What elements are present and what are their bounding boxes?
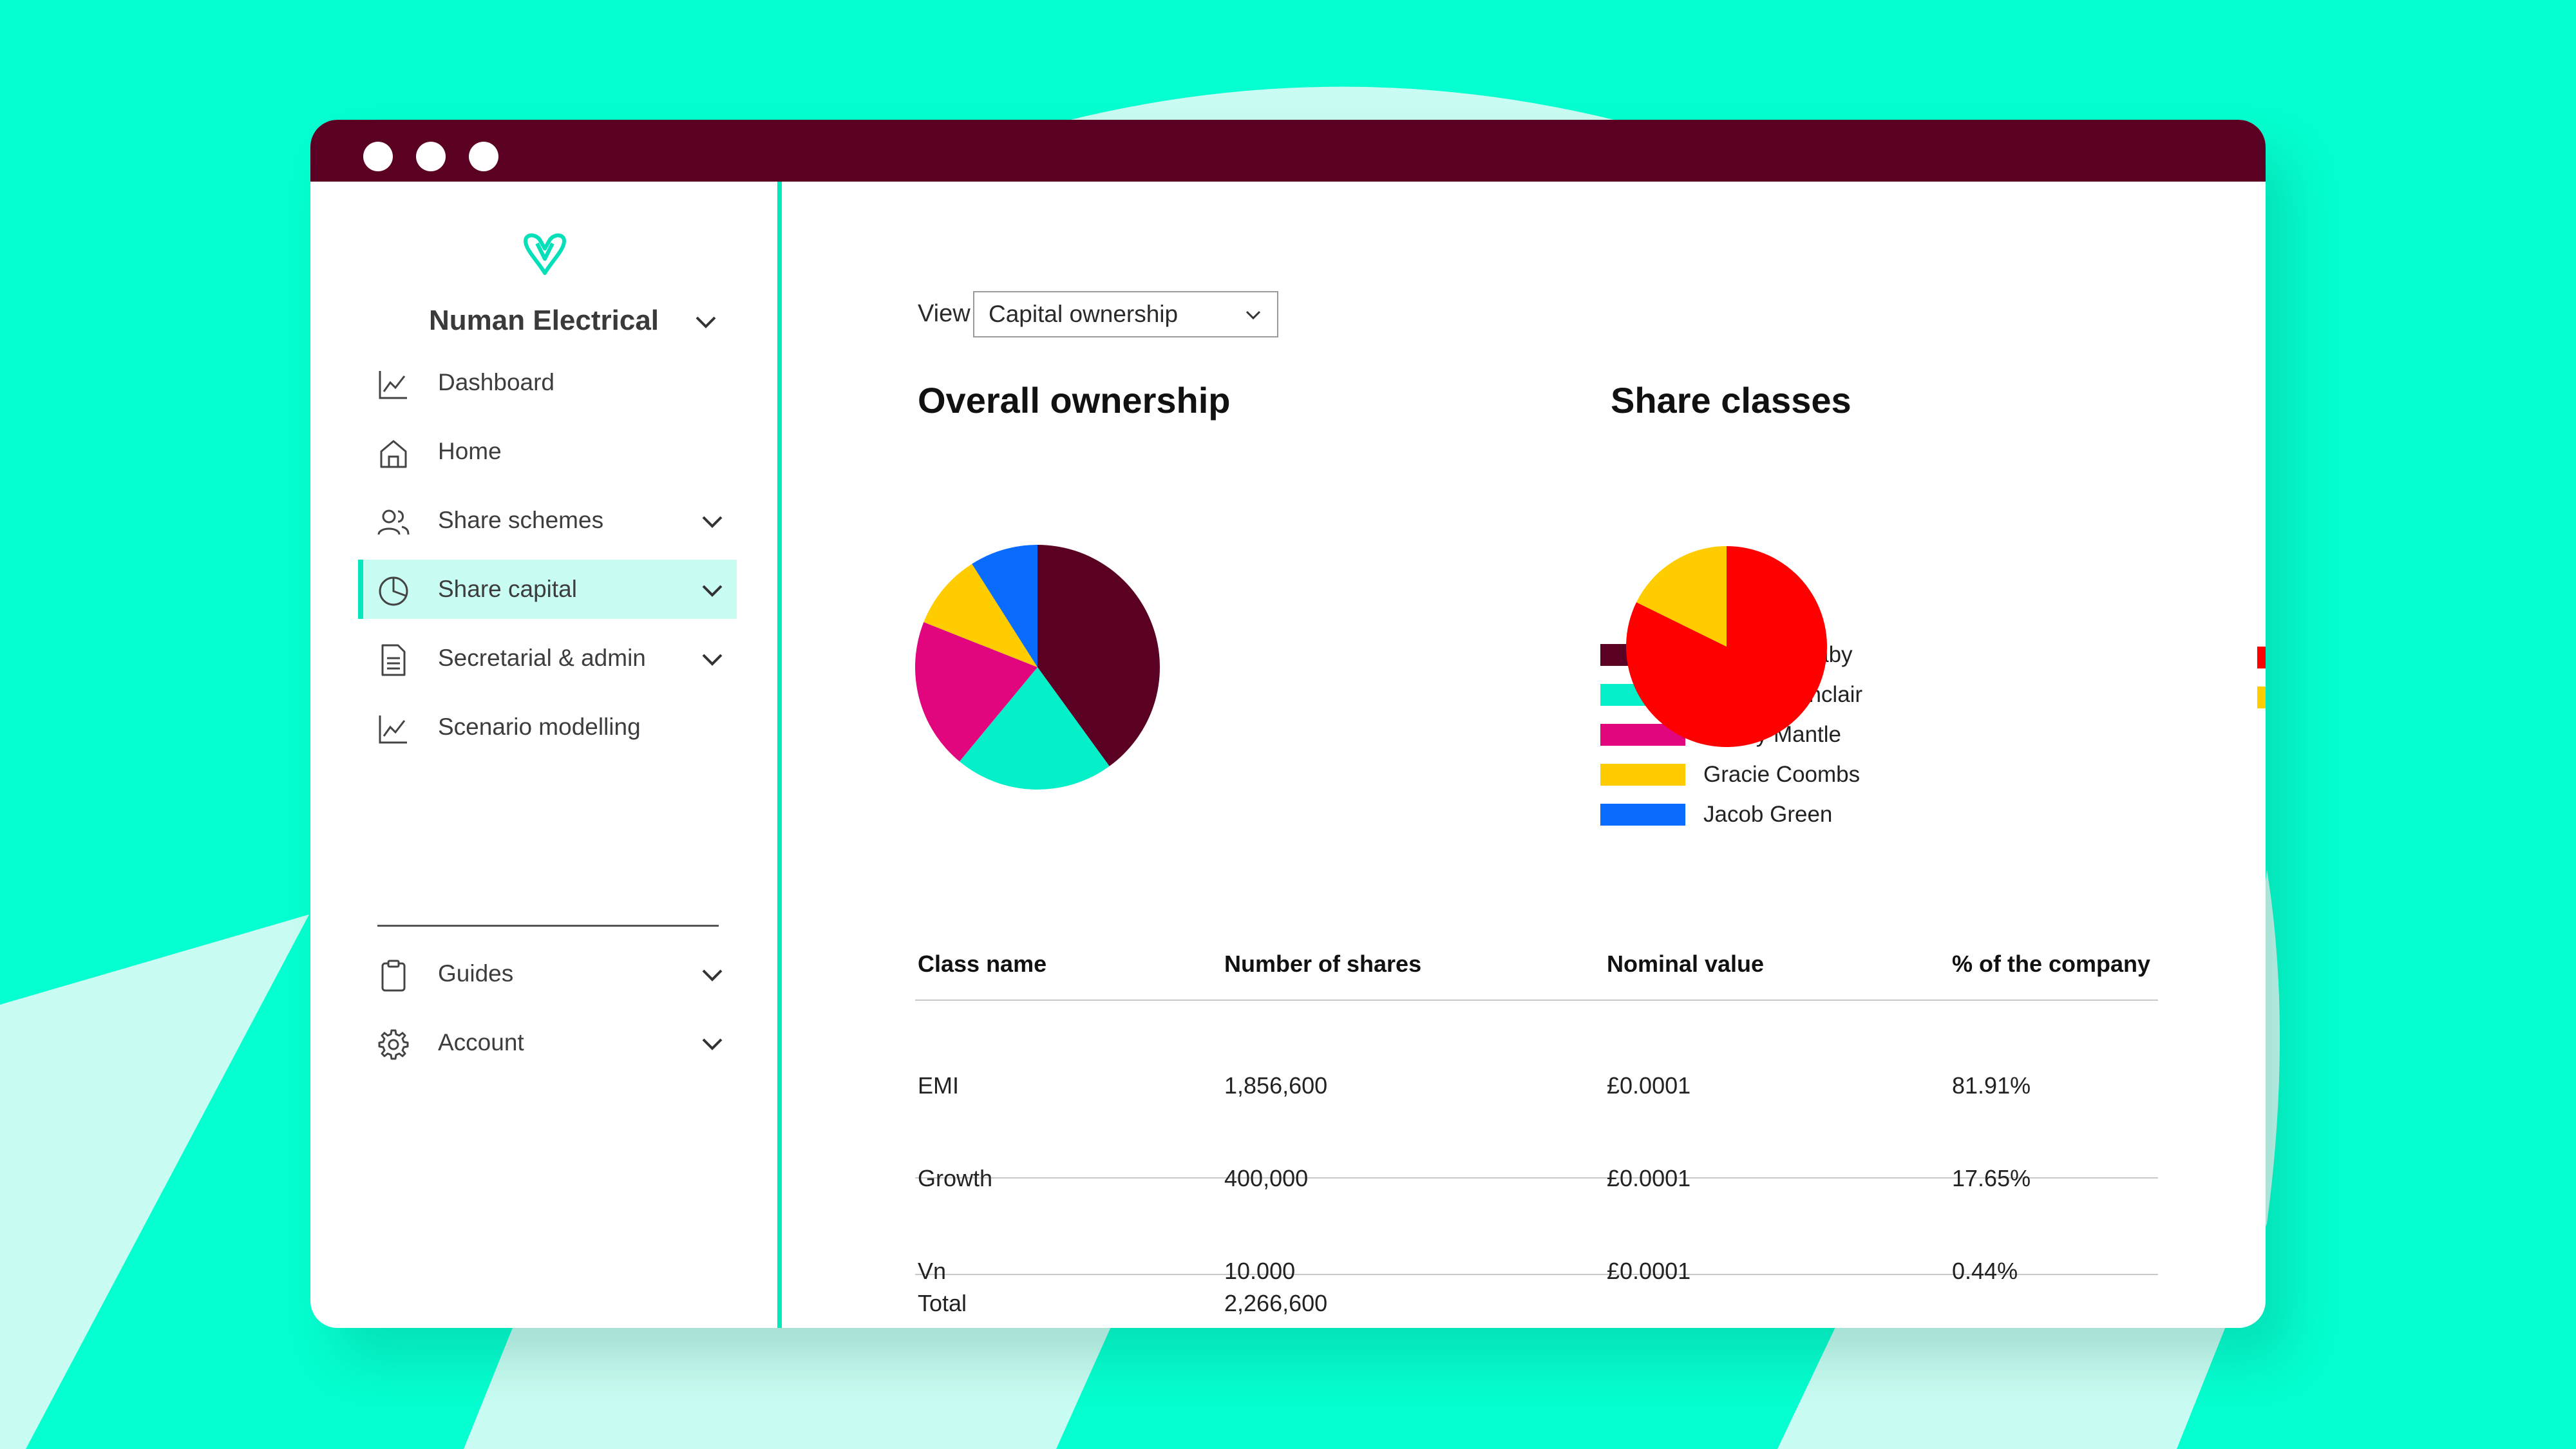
- pie-slice-hannah-sinclair[interactable]: [959, 667, 1110, 790]
- window-control-dot[interactable]: [469, 142, 498, 171]
- sidebar-divider: [377, 925, 719, 927]
- chevron-down-icon[interactable]: [693, 309, 719, 335]
- column-header[interactable]: Number of shares: [1224, 951, 1422, 977]
- sidebar-item-label: Guides: [438, 960, 514, 987]
- window-titlebar: [310, 120, 2266, 182]
- window-control-dot[interactable]: [363, 142, 393, 171]
- chevron-down-icon[interactable]: [699, 962, 725, 988]
- main-content: View Capital ownership Overall ownership…: [786, 182, 2266, 1328]
- company-name[interactable]: Numan Electrical: [429, 305, 659, 336]
- pie-slice-growth[interactable]: [1636, 546, 1727, 647]
- sidebar-item-dashboard[interactable]: Dashboard: [358, 353, 737, 412]
- clipboard-icon: [381, 960, 406, 992]
- users-icon: [377, 509, 410, 535]
- sidebar-item-label: Scenario modelling: [438, 714, 641, 740]
- view-label: View: [918, 300, 971, 327]
- share-classes-title: Share classes: [1611, 380, 1852, 421]
- view-select-value: Capital ownership: [989, 301, 1179, 327]
- legend-label: Jacob Green: [1703, 802, 1833, 827]
- sidebar-item-label: Share schemes: [438, 507, 604, 533]
- app-window: Numan Electrical Dashboard Home: [310, 120, 2266, 1328]
- chevron-down-icon[interactable]: [699, 647, 725, 672]
- sidebar-item-home[interactable]: Home: [358, 422, 737, 481]
- line-chart-icon: [379, 715, 407, 744]
- legend-swatch: [1600, 804, 1685, 826]
- home-icon: [380, 440, 407, 468]
- pie-slice-gracie-coombs[interactable]: [923, 564, 1037, 667]
- chevron-down-icon[interactable]: [699, 578, 725, 603]
- sidebar-item-secretarial-admin[interactable]: Secretarial & admin: [358, 629, 737, 688]
- overall-ownership-title: Overall ownership: [918, 380, 1231, 421]
- column-header[interactable]: Class name: [918, 951, 1047, 977]
- cell-class-name: Vn: [918, 1258, 947, 1284]
- sidebar-item-label: Share capital: [438, 576, 577, 602]
- header-divider: [915, 999, 2158, 1001]
- legend-swatch: [1600, 764, 1685, 786]
- wagestream-heart-logo-icon[interactable]: [520, 231, 569, 279]
- sidebar-item-share-schemes[interactable]: Share schemes: [358, 491, 737, 550]
- column-header[interactable]: % of the company: [1952, 951, 2151, 977]
- sidebar-item-scenario-modelling[interactable]: Scenario modelling: [358, 697, 737, 757]
- pie-chart-icon: [379, 576, 408, 606]
- row-divider: [915, 1177, 2158, 1179]
- pie-slice-jacob-green[interactable]: [972, 545, 1037, 667]
- sidebar-item-label: Secretarial & admin: [438, 645, 646, 671]
- cell-nominal-value: £0.0001: [1607, 1072, 1691, 1099]
- legend-label: Gracie Coombs: [1703, 762, 1861, 787]
- cell-number-of-shares: 400,000: [1224, 1165, 1309, 1191]
- pie-slice-daniel-gadaby[interactable]: [1037, 545, 1160, 766]
- sidebar-item-account[interactable]: Account: [358, 1013, 737, 1072]
- cell-percent-company: 17.65%: [1952, 1165, 2031, 1191]
- chevron-down-icon[interactable]: [699, 509, 725, 535]
- share-classes-pie: [1626, 546, 1827, 747]
- overall-ownership-pie: [915, 545, 1160, 790]
- pie-slice-bobby-mantle[interactable]: [915, 622, 1037, 762]
- cell-number-of-shares: 1,856,600: [1224, 1072, 1328, 1099]
- row-divider: [915, 1274, 2158, 1275]
- cell-class-name: Growth: [918, 1165, 993, 1191]
- total-label: Total: [918, 1290, 967, 1316]
- sidebar-item-guides[interactable]: Guides: [358, 944, 737, 1003]
- cell-percent-company: 0.44%: [1952, 1258, 2018, 1284]
- sidebar: Numan Electrical Dashboard Home: [310, 182, 782, 1328]
- document-icon: [381, 644, 406, 676]
- chevron-down-icon[interactable]: [699, 1031, 725, 1057]
- cell-nominal-value: £0.0001: [1607, 1258, 1691, 1284]
- cell-class-name: EMI: [918, 1072, 960, 1099]
- line-chart-icon: [379, 371, 407, 399]
- view-select[interactable]: Capital ownership: [973, 291, 1278, 337]
- share-classes-table: Class name Number of shares Nominal valu…: [915, 942, 2158, 1315]
- chevron-down-icon: [1245, 310, 1261, 320]
- legend-swatch: [2257, 687, 2266, 708]
- legend-swatch: [2257, 647, 2266, 668]
- total-value: 2,266,600: [1224, 1290, 1328, 1316]
- sidebar-item-label: Dashboard: [438, 369, 555, 395]
- sidebar-item-label: Home: [438, 438, 502, 464]
- gear-icon: [378, 1029, 409, 1060]
- cell-nominal-value: £0.0001: [1607, 1165, 1691, 1191]
- cell-number-of-shares: 10.000: [1224, 1258, 1296, 1284]
- cell-percent-company: 81.91%: [1952, 1072, 2031, 1099]
- sidebar-item-share-capital[interactable]: Share capital: [358, 560, 737, 619]
- sidebar-item-label: Account: [438, 1029, 524, 1056]
- column-header[interactable]: Nominal value: [1607, 951, 1765, 977]
- window-control-dot[interactable]: [416, 142, 446, 171]
